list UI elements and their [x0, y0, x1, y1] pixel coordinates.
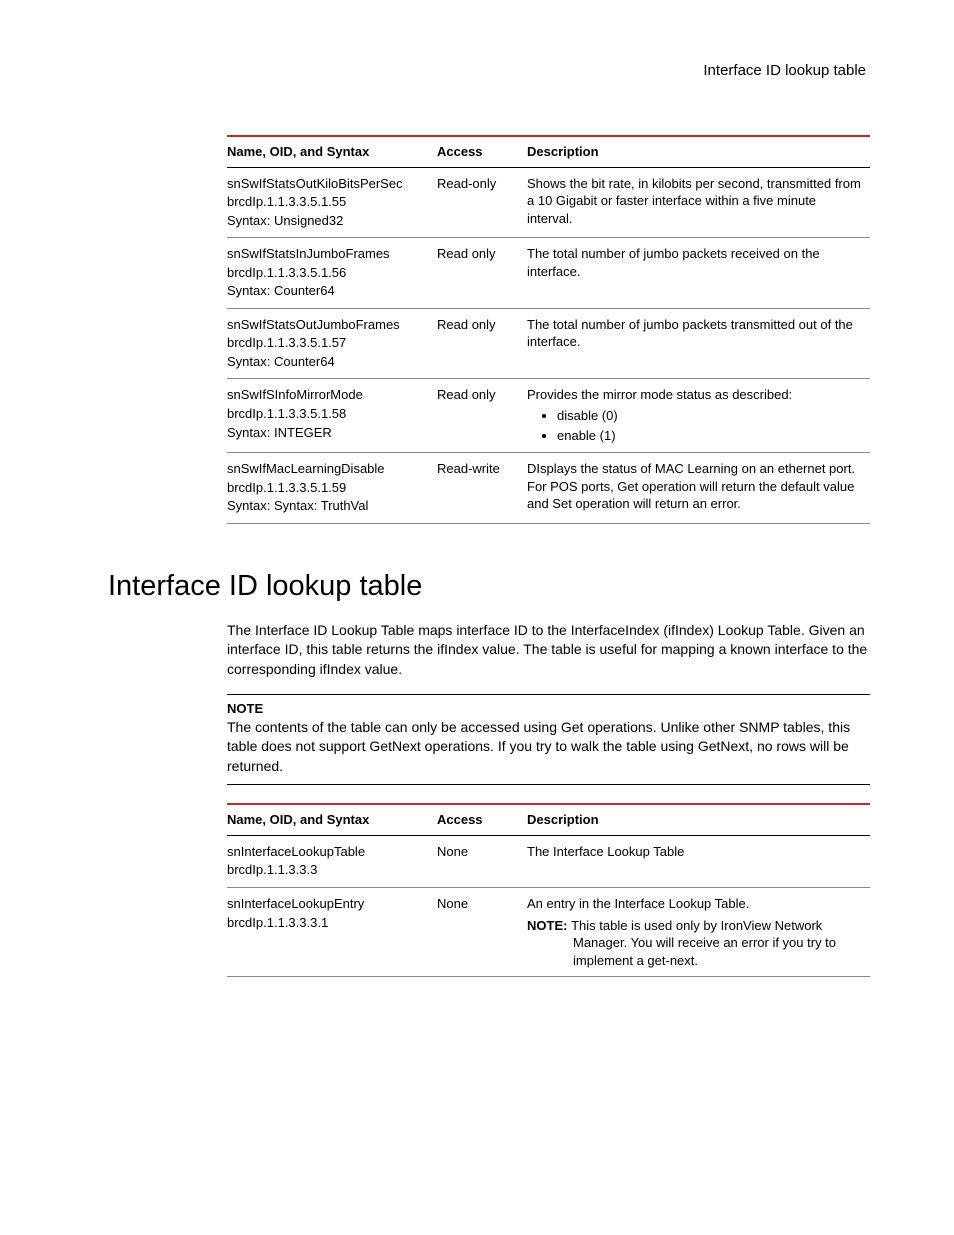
mib-name: snSwIfStatsOutKiloBitsPerSec: [227, 175, 429, 193]
mib-desc: An entry in the Interface Lookup Table.: [527, 895, 862, 913]
inline-note-text: This table is used only by IronView Netw…: [571, 918, 836, 968]
table-row: snSwIfStatsOutKiloBitsPerSec brcdIp.1.1.…: [227, 167, 870, 238]
note-block: NOTE The contents of the table can only …: [227, 694, 870, 786]
mib-name: snSwIfSInfoMirrorMode: [227, 386, 429, 404]
intro-paragraph: The Interface ID Lookup Table maps inter…: [227, 621, 870, 680]
mib-access: Read only: [437, 308, 527, 379]
mib-oid: brcdIp.1.1.3.3.5.1.56: [227, 264, 429, 282]
mib-desc: Shows the bit rate, in kilobits per seco…: [527, 167, 870, 238]
mib-access: Read only: [437, 238, 527, 309]
mib-oid: brcdIp.1.1.3.3.5.1.59: [227, 479, 429, 497]
mib-desc: The total number of jumbo packets receiv…: [527, 238, 870, 309]
table-row: snSwIfStatsInJumboFrames brcdIp.1.1.3.3.…: [227, 238, 870, 309]
mib-desc: The total number of jumbo packets transm…: [527, 308, 870, 379]
inline-note-label: NOTE:: [527, 918, 567, 933]
mib-name: snSwIfMacLearningDisable: [227, 460, 429, 478]
col-header-access: Access: [437, 804, 527, 835]
col-header-desc: Description: [527, 804, 870, 835]
mib-oid: brcdIp.1.1.3.3.3: [227, 861, 429, 879]
mib-syntax: Syntax: Counter64: [227, 353, 429, 371]
table-row: snSwIfStatsOutJumboFrames brcdIp.1.1.3.3…: [227, 308, 870, 379]
table-row: snInterfaceLookupTable brcdIp.1.1.3.3.3 …: [227, 835, 870, 887]
mib-access: Read-write: [437, 453, 527, 524]
mib-access: None: [437, 835, 527, 887]
mib-desc: Provides the mirror mode status as descr…: [527, 386, 862, 404]
mib-desc: The Interface Lookup Table: [527, 835, 870, 887]
section-heading: Interface ID lookup table: [108, 570, 870, 603]
mib-oid: brcdIp.1.1.3.3.5.1.57: [227, 334, 429, 352]
col-header-name: Name, OID, and Syntax: [227, 804, 437, 835]
table-row: snInterfaceLookupEntry brcdIp.1.1.3.3.3.…: [227, 887, 870, 976]
mib-table-1: Name, OID, and Syntax Access Description…: [227, 135, 870, 524]
mib-oid: brcdIp.1.1.3.3.5.1.55: [227, 193, 429, 211]
col-header-access: Access: [437, 136, 527, 167]
running-header: Interface ID lookup table: [108, 62, 870, 79]
table-row: snSwIfMacLearningDisable brcdIp.1.1.3.3.…: [227, 453, 870, 524]
mib-name: snSwIfStatsOutJumboFrames: [227, 316, 429, 334]
option-item: enable (1): [557, 426, 862, 446]
mib-desc-2: For POS ports, Get operation will return…: [527, 478, 862, 513]
col-header-name: Name, OID, and Syntax: [227, 136, 437, 167]
mib-oid: brcdIp.1.1.3.3.3.1: [227, 914, 429, 932]
mib-syntax: Syntax: Unsigned32: [227, 212, 429, 230]
mib-access: Read-only: [437, 167, 527, 238]
mib-syntax: Syntax: INTEGER: [227, 424, 429, 442]
mib-syntax: Syntax: Syntax: TruthVal: [227, 497, 429, 515]
col-header-desc: Description: [527, 136, 870, 167]
mib-syntax: Syntax: Counter64: [227, 282, 429, 300]
mib-table-2: Name, OID, and Syntax Access Description…: [227, 803, 870, 977]
table-row: snSwIfSInfoMirrorMode brcdIp.1.1.3.3.5.1…: [227, 379, 870, 453]
mib-name: snSwIfStatsInJumboFrames: [227, 245, 429, 263]
mib-oid: brcdIp.1.1.3.3.5.1.58: [227, 405, 429, 423]
mib-access: Read only: [437, 379, 527, 453]
option-item: disable (0): [557, 406, 862, 426]
mib-name: snInterfaceLookupTable: [227, 843, 429, 861]
note-label: NOTE: [227, 701, 870, 716]
mib-desc: DIsplays the status of MAC Learning on a…: [527, 460, 862, 478]
mib-access: None: [437, 887, 527, 976]
note-text: The contents of the table can only be ac…: [227, 718, 870, 777]
mib-name: snInterfaceLookupEntry: [227, 895, 429, 913]
